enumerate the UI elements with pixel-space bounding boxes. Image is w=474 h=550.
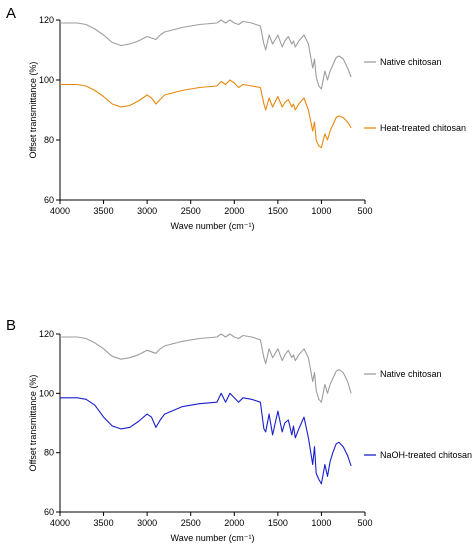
y-axis-title: Offset transmittance (%) [28,375,38,472]
x-tick-label: 3500 [94,518,114,528]
panel-letter: A [6,5,16,22]
y-tick-label: 80 [44,135,54,145]
series-line-1 [60,19,352,90]
legend-label: Heat-treated chitosan [380,123,466,133]
x-axis-title: Wave number (cm⁻¹) [171,221,255,231]
legend-label: NaOH-treated chitosan [380,450,472,460]
x-tick-label: 2000 [224,518,244,528]
x-tick-label: 4000 [50,518,70,528]
x-tick-label: 3500 [94,206,114,216]
x-tick-label: 1500 [268,206,288,216]
x-tick-label: 2500 [181,518,201,528]
y-tick-label: 120 [39,15,54,25]
y-tick-label: 120 [39,329,54,339]
x-tick-label: 3000 [137,518,157,528]
x-tick-label: 500 [357,206,372,216]
series-line-2 [60,79,352,149]
x-tick-label: 1500 [268,518,288,528]
y-axis-title: Offset transmittance (%) [28,62,38,159]
series-line-1 [60,333,352,403]
y-tick-label: 60 [44,195,54,205]
panel-b: B 60 80 100 120 4000 3500 3000 2500 2000 1500 1000 5… [6,317,472,543]
x-tick-label: 2000 [224,206,244,216]
y-tick-label: 100 [39,388,54,398]
x-tick-label: 1000 [311,518,331,528]
x-tick-label: 3000 [137,206,157,216]
y-tick-label: 100 [39,75,54,85]
series-line-2 [60,392,352,485]
panel-a: A 60 80 100 120 4000 3500 3000 2500 2000 1500 1000 5… [6,5,466,231]
x-tick-label: 1000 [311,206,331,216]
y-tick-label: 80 [44,448,54,458]
x-tick-label: 500 [357,518,372,528]
x-axis-title: Wave number (cm⁻¹) [171,533,255,543]
x-tick-label: 2500 [181,206,201,216]
legend-label: Native chitosan [380,369,442,379]
legend-label: Native chitosan [380,57,442,67]
panel-letter: B [6,317,16,334]
x-tick-label: 4000 [50,206,70,216]
y-tick-label: 60 [44,507,54,517]
